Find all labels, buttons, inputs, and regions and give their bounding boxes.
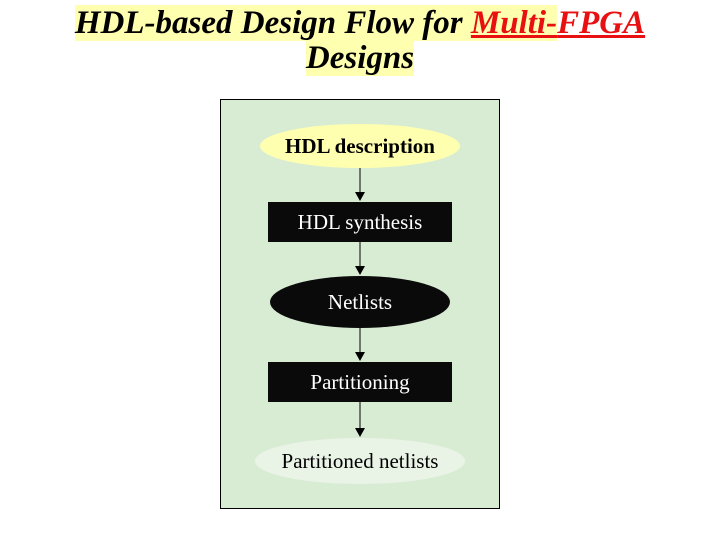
node-label: Partitioned netlists: [282, 449, 439, 474]
title-text: HDL-based Design Flow for Multi-FPGA Des…: [75, 5, 645, 76]
arrow-4: [359, 402, 361, 436]
node-partitioned-netlists: Partitioned netlists: [255, 438, 465, 484]
arrow-2: [359, 242, 361, 274]
title-part-4: Designs: [306, 40, 414, 76]
node-label: Partitioning: [310, 370, 409, 395]
node-label: Netlists: [328, 290, 392, 315]
node-partitioning: Partitioning: [268, 362, 452, 402]
title-part-1: HDL-based Design Flow for: [75, 5, 471, 41]
node-netlists: Netlists: [270, 276, 450, 328]
title-part-2: Multi-: [471, 5, 557, 41]
flow-container: HDL description HDL synthesis Netlists P…: [220, 99, 500, 509]
page-title: HDL-based Design Flow for Multi-FPGA Des…: [0, 0, 720, 81]
node-label: HDL synthesis: [298, 210, 423, 235]
node-hdl-description: HDL description: [260, 124, 460, 168]
arrow-3: [359, 328, 361, 360]
node-hdl-synthesis: HDL synthesis: [268, 202, 452, 242]
arrow-1: [359, 168, 361, 200]
node-label: HDL description: [285, 134, 435, 159]
title-part-3: FPGA: [557, 5, 645, 41]
